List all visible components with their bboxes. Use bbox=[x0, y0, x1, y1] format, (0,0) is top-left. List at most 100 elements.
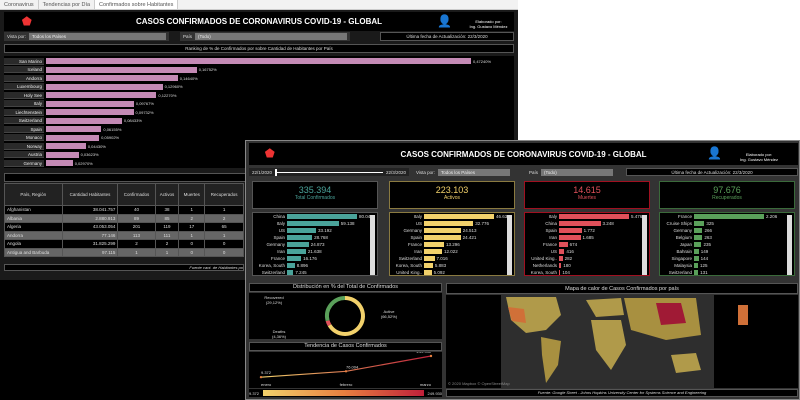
column-header[interactable]: Activos bbox=[154, 183, 180, 206]
kpi-bar-row[interactable]: France 13.296 bbox=[390, 241, 514, 248]
east-asia-edge bbox=[738, 305, 748, 325]
kpi-bar-row[interactable]: Korea, South 5.883 bbox=[390, 262, 514, 269]
ranking-bar[interactable] bbox=[46, 160, 73, 166]
column-header[interactable]: Recuperados bbox=[204, 183, 244, 206]
kpi-bar-row[interactable]: Italy 59.138 bbox=[253, 220, 377, 227]
kpi-bar-row[interactable]: Switzerland 131 bbox=[660, 269, 794, 275]
heat-map[interactable]: © 2020 Mapbox © OpenStreetMap bbox=[446, 295, 798, 388]
scrollbar[interactable] bbox=[507, 215, 512, 275]
ranking-bar[interactable] bbox=[46, 75, 178, 81]
scrollbar[interactable] bbox=[370, 215, 375, 275]
column-header[interactable]: Muertes bbox=[178, 183, 206, 206]
scrollbar[interactable] bbox=[642, 215, 647, 275]
kpi-bar-row[interactable]: Japan 235 bbox=[660, 241, 794, 248]
kpi-bar-row[interactable]: Spain 1.772 bbox=[525, 227, 649, 234]
kpi-bar-row[interactable]: France 16.176 bbox=[253, 255, 377, 262]
ranking-bar[interactable] bbox=[46, 134, 100, 141]
country-name: Singapore bbox=[671, 256, 692, 261]
column-header[interactable]: Confirmados bbox=[117, 183, 156, 206]
kpi-bar-row[interactable]: Bahrain 149 bbox=[660, 248, 794, 255]
table-row[interactable]: Angola 31.825.299 2 2 0 0 bbox=[4, 239, 244, 249]
date-slider[interactable]: 22/1/2020 22/3/2020 bbox=[249, 168, 409, 176]
kpi-bar-row[interactable]: US 416 bbox=[525, 248, 649, 255]
kpi-bar-row[interactable]: Cruise Ships 325 bbox=[660, 220, 794, 227]
tab-confirmados-habitantes[interactable]: Confirmados sobre Habitantes bbox=[95, 0, 179, 9]
kpi-bar-row[interactable]: Malaysia 125 bbox=[660, 262, 794, 269]
slider-handle[interactable] bbox=[275, 168, 278, 176]
country-name: Spain bbox=[273, 235, 285, 240]
kpi-bar-row[interactable]: Switzerland 7.245 bbox=[253, 269, 377, 275]
column-header[interactable]: País, Región bbox=[4, 183, 63, 206]
ranking-bar[interactable] bbox=[46, 126, 102, 132]
vista-select[interactable]: Todos los Países bbox=[437, 168, 510, 176]
vista-filter[interactable]: Vista por: Todos los Países bbox=[4, 32, 169, 41]
table-row[interactable]: Andorra 77.146 113 111 1 1 bbox=[4, 230, 244, 240]
trend-point[interactable] bbox=[344, 370, 348, 373]
ranking-bar[interactable] bbox=[46, 92, 157, 98]
tab-tendencias[interactable]: Tendencias por Día bbox=[39, 0, 96, 9]
kpi-bar-row[interactable]: Spain 24.421 bbox=[390, 234, 514, 241]
pais-filter[interactable]: País (Todo) bbox=[526, 168, 616, 176]
scrollbar[interactable] bbox=[787, 215, 792, 275]
kpi-bar-row[interactable]: Switzerland 7.016 bbox=[390, 255, 514, 262]
kpi-bar-row[interactable]: Germany 24.513 bbox=[390, 227, 514, 234]
kpi-bar-row[interactable]: Belgium 263 bbox=[660, 234, 794, 241]
ranking-bar[interactable] bbox=[46, 100, 134, 107]
kpi-bar-row[interactable]: Spain 28.768 bbox=[253, 234, 377, 241]
kpi-bar-row[interactable]: Italy 46.638 bbox=[390, 213, 514, 220]
country-name: China bbox=[273, 214, 285, 219]
column-header[interactable]: Cantidad Habitantes bbox=[61, 183, 119, 206]
ranking-bar[interactable] bbox=[46, 83, 163, 90]
kpi-bar-row[interactable]: United King.. 5.092 bbox=[390, 269, 514, 275]
kpi-bar-row[interactable]: United King.. 282 bbox=[525, 255, 649, 262]
kpi-bar-row[interactable]: Italy 5.476 bbox=[525, 213, 649, 220]
table-row[interactable]: Antigua and Barbuda 97.115 1 1 0 0 bbox=[4, 247, 244, 257]
ranking-bar[interactable] bbox=[46, 58, 471, 64]
kpi-bar-row[interactable]: Iran 12.022 bbox=[390, 248, 514, 255]
vista-filter[interactable]: Vista por: Todos los Países bbox=[413, 168, 513, 176]
kpi-bar-row[interactable]: Iran 1.685 bbox=[525, 234, 649, 241]
kpi-bar-row[interactable]: Korea, South 8.896 bbox=[253, 262, 377, 269]
vista-select[interactable]: Todos los Países bbox=[28, 33, 166, 40]
table-row[interactable]: Albania 2.880.913 89 85 2 2 bbox=[4, 213, 244, 223]
kpi-bar-row[interactable]: China 3.248 bbox=[525, 220, 649, 227]
ranking-bar[interactable] bbox=[46, 66, 197, 73]
kpi-bar-row[interactable]: France 674 bbox=[525, 241, 649, 248]
donut-slice-active[interactable] bbox=[327, 296, 365, 336]
kpi-bar-row[interactable]: Netherlands 180 bbox=[525, 262, 649, 269]
kpi-bar-row[interactable]: US 32.776 bbox=[390, 220, 514, 227]
ranking-value: 0,14640% bbox=[179, 75, 198, 81]
kpi-bar-value: 1.685 bbox=[582, 235, 594, 240]
table-row[interactable]: Afghanistan 38.041.757 40 38 1 1 bbox=[4, 205, 244, 215]
kpi-bar-row[interactable]: US 33.192 bbox=[253, 227, 377, 234]
kpi-bar bbox=[694, 249, 699, 254]
kpi-bar-row[interactable]: China 80.049 bbox=[253, 213, 377, 220]
pais-filter[interactable]: País (Todo) bbox=[180, 32, 350, 41]
trend-point[interactable] bbox=[259, 375, 263, 379]
ranking-row: Austria 0,03623% bbox=[4, 151, 514, 159]
ranking-bar[interactable] bbox=[46, 143, 86, 149]
kpi-bar bbox=[424, 263, 433, 268]
table-cell: 31.825.299 bbox=[61, 239, 119, 249]
kpi-bar-row[interactable]: France 2.206 bbox=[660, 213, 794, 220]
donut-slice-recovered[interactable] bbox=[325, 296, 346, 322]
pais-select[interactable]: (Todo) bbox=[541, 168, 613, 176]
table-row[interactable]: Algeria 43.053.054 201 119 17 65 bbox=[4, 222, 244, 232]
ranking-bar[interactable] bbox=[46, 151, 79, 158]
vista-label: Vista por: bbox=[416, 169, 435, 175]
slider-track[interactable] bbox=[275, 168, 383, 176]
table-cell: 40 bbox=[117, 205, 156, 215]
kpi-bar-row[interactable]: Korea, South 104 bbox=[525, 269, 649, 275]
kpi-label: Muertes bbox=[577, 195, 597, 201]
trend-title: Tendencia de Casos Confirmados bbox=[249, 342, 442, 351]
tab-coronavirus[interactable]: Coronavirus bbox=[0, 0, 39, 9]
kpi-bar-row[interactable]: Iran 21.638 bbox=[253, 248, 377, 255]
pais-select[interactable]: (Todo) bbox=[195, 33, 347, 40]
kpi-bar-row[interactable]: Germany 24.873 bbox=[253, 241, 377, 248]
donut-slice-deaths[interactable] bbox=[325, 320, 332, 327]
kpi-bar-row[interactable]: Singapore 144 bbox=[660, 255, 794, 262]
ranking-bar[interactable] bbox=[46, 117, 122, 124]
ranking-bar[interactable] bbox=[46, 109, 134, 115]
trend-point[interactable] bbox=[429, 354, 433, 358]
kpi-bar-row[interactable]: Germany 266 bbox=[660, 227, 794, 234]
